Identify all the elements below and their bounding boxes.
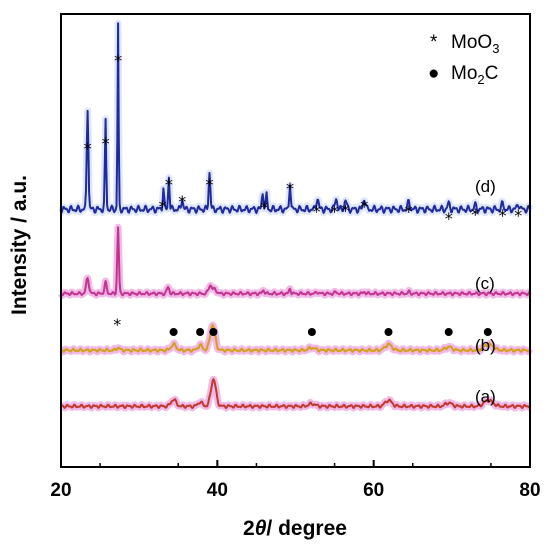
mo2c-peak-marker bbox=[444, 328, 453, 336]
mo2c-peak-marker bbox=[196, 328, 205, 336]
legend-label-mo2c: Mo2C bbox=[451, 63, 498, 87]
moo3-peak-marker: * bbox=[313, 202, 321, 221]
legend: * MoO3 ● Mo2C bbox=[428, 32, 499, 87]
moo3-peak-marker: * bbox=[286, 179, 294, 198]
curve-halo-a bbox=[58, 375, 533, 412]
mo2c-peak-marker bbox=[483, 328, 492, 336]
mo2c-peak-marker bbox=[384, 328, 393, 336]
curve-label-c: (c) bbox=[475, 274, 495, 293]
moo3-peak-marker: * bbox=[206, 175, 214, 194]
y-axis-label: Intensity / a.u. bbox=[8, 175, 31, 315]
legend-label-moo3: MoO3 bbox=[451, 32, 499, 56]
mo2c-peak-marker bbox=[209, 328, 218, 336]
moo3-peak-marker: * bbox=[102, 134, 110, 153]
moo3-peak-marker: * bbox=[445, 209, 453, 228]
curve-label-d: (d) bbox=[475, 177, 496, 196]
moo3-peak-marker: * bbox=[260, 198, 268, 217]
mo2c-peak-marker bbox=[169, 328, 178, 336]
curve-label-b: (b) bbox=[475, 336, 496, 355]
curve-a bbox=[60, 378, 531, 409]
moo3-peak-marker: * bbox=[113, 315, 121, 334]
moo3-peak-marker: * bbox=[405, 202, 413, 221]
legend-marker-star: * bbox=[430, 32, 438, 53]
series-group bbox=[58, 19, 534, 412]
peak-marker-group: ** ********* * * * * * * * * bbox=[84, 51, 522, 336]
plot-frame bbox=[60, 13, 531, 468]
curve-d bbox=[60, 22, 531, 214]
moo3-peak-marker: * bbox=[84, 139, 92, 158]
x-tick-group: 20 40 60 80 bbox=[50, 460, 541, 501]
moo3-peak-marker: * bbox=[342, 201, 350, 220]
x-axis-label: 2θ/ degree bbox=[243, 517, 347, 540]
moo3-peak-marker: * bbox=[471, 205, 479, 224]
moo3-peak-marker: * bbox=[165, 175, 173, 194]
x-tick-label: 20 bbox=[50, 480, 71, 501]
moo3-peak-marker: * bbox=[159, 197, 167, 216]
curve-label-a: (a) bbox=[475, 387, 496, 406]
curve-b bbox=[60, 324, 531, 353]
moo3-peak-marker: * bbox=[178, 192, 186, 211]
x-tick-label: 60 bbox=[363, 480, 384, 501]
moo3-peak-marker: * bbox=[499, 206, 507, 225]
moo3-peak-marker: * bbox=[360, 197, 368, 216]
moo3-peak-marker: * bbox=[114, 51, 122, 70]
curve-halo-b bbox=[58, 321, 534, 356]
moo3-peak-marker: * bbox=[514, 206, 522, 225]
curve-c bbox=[60, 226, 531, 297]
mo2c-peak-marker bbox=[307, 328, 316, 336]
moo3-peak-marker: * bbox=[331, 202, 339, 221]
legend-marker-dot: ● bbox=[428, 63, 439, 84]
x-tick-label: 40 bbox=[207, 480, 228, 501]
x-tick-label: 80 bbox=[519, 480, 540, 501]
curve-halo-c bbox=[58, 223, 533, 299]
